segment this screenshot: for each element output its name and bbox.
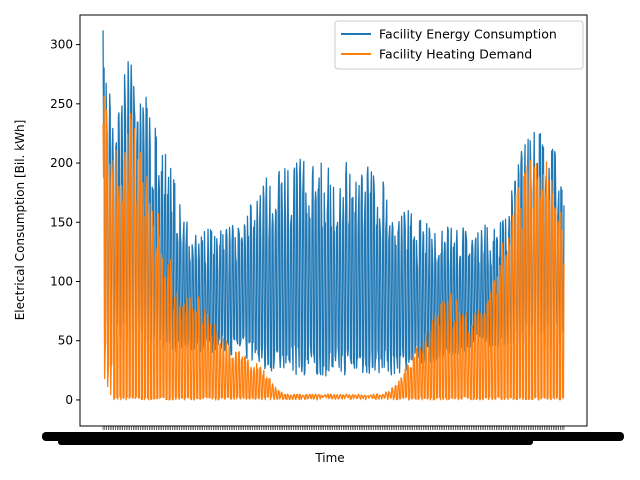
series-line-heating xyxy=(102,95,565,401)
legend-label-energy: Facility Energy Consumption xyxy=(379,27,557,42)
plot-frame xyxy=(79,14,588,427)
x-tick-labels-overlap xyxy=(58,439,533,445)
y-tick-label: 250 xyxy=(50,97,73,111)
y-tick-label: 50 xyxy=(58,334,73,348)
x-axis-label: Time xyxy=(314,451,344,465)
y-axis: 0 50 100 150 200 250 300 xyxy=(50,38,80,407)
legend: Facility Energy Consumption Facility Hea… xyxy=(334,20,584,70)
y-tick-label: 0 xyxy=(65,393,73,407)
series-line-energy xyxy=(102,30,565,377)
x-axis xyxy=(42,426,624,445)
legend-label-heating: Facility Heating Demand xyxy=(379,47,532,62)
y-tick-label: 200 xyxy=(50,156,73,170)
legend-box xyxy=(334,20,584,70)
y-tick-label: 150 xyxy=(50,215,73,229)
y-axis-label: Electrical Consumption [Bil. kWh] xyxy=(13,120,27,321)
y-tick-label: 300 xyxy=(50,38,73,52)
x-tick-labels-overlap xyxy=(42,432,624,441)
y-tick-label: 100 xyxy=(50,274,73,288)
series-layer xyxy=(102,30,565,401)
